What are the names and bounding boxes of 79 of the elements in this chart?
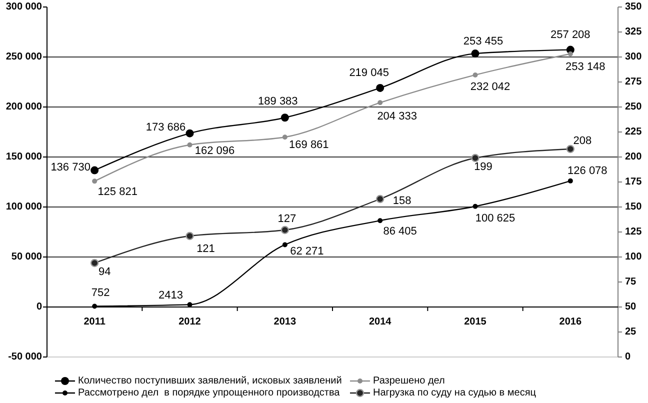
data-label: 752	[91, 287, 110, 300]
y2-tick-label: 200	[625, 152, 642, 162]
y2-tick-label: 0	[625, 352, 631, 362]
data-label: 208	[573, 135, 592, 147]
x-tick-label: 2012	[178, 316, 202, 328]
legend-label: Рассмотрено дел в порядке упрощенного производства	[78, 388, 340, 398]
y2-tick-label: 150	[625, 202, 642, 212]
y-tick-label: 0	[36, 302, 42, 312]
point	[92, 178, 98, 184]
data-label: 62 271	[290, 246, 324, 258]
y2-tick-label: 75	[625, 276, 637, 288]
point	[471, 50, 480, 58]
y2-tick-label: 125	[625, 226, 642, 238]
point	[376, 84, 384, 92]
y-tick-label: 100 000	[6, 202, 42, 212]
data-label: 126 078	[568, 164, 608, 177]
point	[186, 129, 194, 138]
point	[472, 72, 478, 78]
data-label: 121	[196, 243, 215, 255]
data-label: 173 686	[146, 121, 186, 134]
y2-tick-label: 275	[625, 76, 642, 88]
data-label: 253 455	[463, 36, 504, 48]
point	[378, 100, 383, 106]
legend-label: Нагрузка по суду на судью в месяц	[373, 388, 536, 398]
point	[568, 51, 573, 56]
point	[472, 204, 478, 209]
data-label: 158	[392, 195, 412, 207]
data-label: 136 730	[50, 161, 90, 174]
legend-label: Разрешено дел	[373, 376, 446, 386]
point	[90, 166, 99, 174]
point	[376, 194, 384, 204]
y2-tick-label: 250	[625, 102, 642, 112]
data-label: 257 208	[550, 28, 590, 41]
y-tick-label: 250 000	[6, 52, 42, 62]
y-tick-label: 300 000	[6, 2, 42, 12]
data-label: 199	[474, 161, 492, 173]
point	[568, 178, 573, 184]
y2-tick-label: 25	[625, 326, 637, 338]
point	[282, 242, 288, 248]
data-label: 125 821	[98, 186, 138, 198]
point	[280, 226, 290, 234]
data-label: 189 383	[258, 96, 298, 108]
y2-tick-label: 325	[625, 26, 642, 38]
y2-tick-label: 175	[625, 176, 642, 188]
data-label: 169 861	[289, 139, 329, 152]
point	[378, 218, 383, 224]
data-label: 253 148	[566, 60, 606, 73]
y-tick-label: 50 000	[11, 252, 42, 262]
point	[187, 142, 192, 148]
point	[282, 134, 288, 140]
x-tick-label: 2011	[84, 316, 106, 328]
data-label: 94	[98, 266, 111, 278]
y2-tick-label: 225	[625, 126, 642, 138]
point	[566, 144, 575, 154]
data-label: 2413	[158, 290, 183, 302]
x-tick-label: 2016	[559, 316, 582, 328]
y-tick-label: 200 000	[6, 102, 42, 112]
data-label: 127	[278, 213, 296, 225]
y2-tick-label: 50	[625, 302, 637, 312]
y2-tick-label: 300	[625, 52, 642, 62]
point	[471, 154, 480, 162]
y2-tick-label: 350	[625, 2, 642, 12]
point	[90, 258, 99, 268]
data-label: 204 333	[377, 110, 417, 123]
y2-tick-label: 100	[625, 252, 642, 262]
legend-label: Количество поступивших заявлений, исковых заявлений	[78, 376, 342, 386]
data-label: 162 096	[194, 144, 235, 157]
data-label: 232 042	[470, 80, 510, 93]
data-label: 86 405	[383, 226, 417, 238]
point	[92, 304, 98, 309]
x-tick-label: 2013	[274, 316, 296, 328]
data-label: 100 625	[475, 212, 516, 224]
point	[186, 232, 194, 240]
y-tick-label: -50 000	[8, 352, 42, 362]
x-tick-label: 2014	[368, 316, 392, 328]
x-tick-label: 2015	[464, 316, 487, 328]
data-label: 219 045	[349, 66, 389, 79]
point	[280, 114, 289, 122]
y-tick-label: 150 000	[6, 152, 42, 162]
